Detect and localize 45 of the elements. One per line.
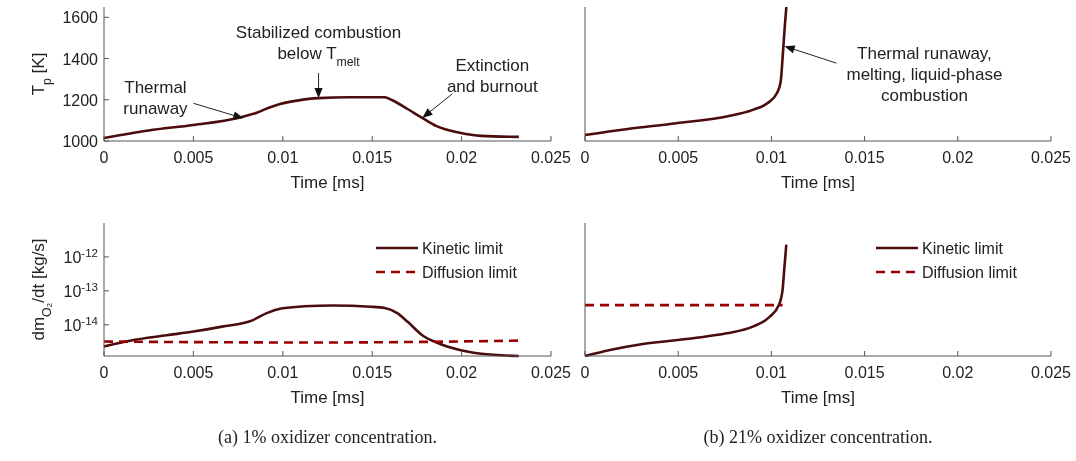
x-tick-label: 0 [580, 364, 590, 381]
x-tick-label: 0.005 [658, 149, 699, 166]
legend-label: Kinetic limit [422, 240, 504, 257]
legend-label: Diffusion limit [922, 264, 1018, 281]
x-tick-label: 0.02 [446, 364, 478, 381]
annotation: Thermal runaway, melting, liquid-phase combustion [846, 44, 1003, 106]
y-tick-label: 1000 [62, 133, 99, 150]
text: (a) 1% oxidizer concentration. [218, 427, 437, 448]
x-tick-label: 0 [99, 149, 109, 166]
x-tick-label: 0.025 [530, 149, 572, 166]
annotation: Extinction and burnout [446, 56, 538, 97]
x-tick-label: 0.01 [755, 364, 788, 381]
x-tick-label: 0.02 [942, 149, 974, 166]
x-tick-label: 0.005 [173, 364, 214, 381]
y-tick-label: 10$^{-13}$ [63, 280, 98, 300]
x-tick-label: 0.025 [1030, 149, 1072, 166]
x-tick-label: 0.01 [267, 364, 299, 381]
x-tick-label: 0.015 [844, 149, 885, 166]
annotation: Stabilized combustion below T$_{melt}$ [235, 22, 402, 69]
y-tick-label: 10$^{-14}$ [63, 314, 99, 334]
x-axis-title: Time [ms] [290, 173, 365, 192]
x-tick-label: 0.015 [352, 149, 393, 166]
y-tick-label: 1400 [62, 50, 99, 68]
x-axis-title: Time [ms] [781, 173, 855, 192]
x-axis-title: Time [ms] [781, 388, 855, 407]
y-tick-label: 1200 [62, 91, 99, 109]
x-tick-label: 0.015 [844, 364, 885, 381]
annotation: Thermal runaway [123, 77, 189, 118]
y-tick-label: 1600 [62, 9, 99, 27]
x-tick-label: 0.02 [446, 149, 478, 166]
x-tick-label: 0.015 [352, 364, 393, 381]
x-tick-label: 0.005 [658, 364, 699, 381]
x-tick-label: 0 [580, 149, 590, 166]
x-tick-label: 0.01 [755, 149, 788, 166]
x-tick-label: 0.005 [173, 149, 214, 166]
y-tick-label: 10$^{-12}$ [63, 246, 98, 266]
text: (b) 21% oxidizer concentration. [703, 427, 933, 448]
x-tick-label: 0.02 [942, 364, 974, 381]
x-tick-label: 0.025 [530, 364, 572, 381]
x-tick-label: 0.01 [267, 149, 299, 166]
x-axis-title: Time [ms] [290, 388, 365, 407]
x-tick-label: 0.025 [1030, 364, 1072, 381]
x-tick-label: 0 [99, 364, 109, 381]
legend-label: Diffusion limit [422, 264, 518, 281]
legend-label: Kinetic limit [922, 240, 1004, 257]
